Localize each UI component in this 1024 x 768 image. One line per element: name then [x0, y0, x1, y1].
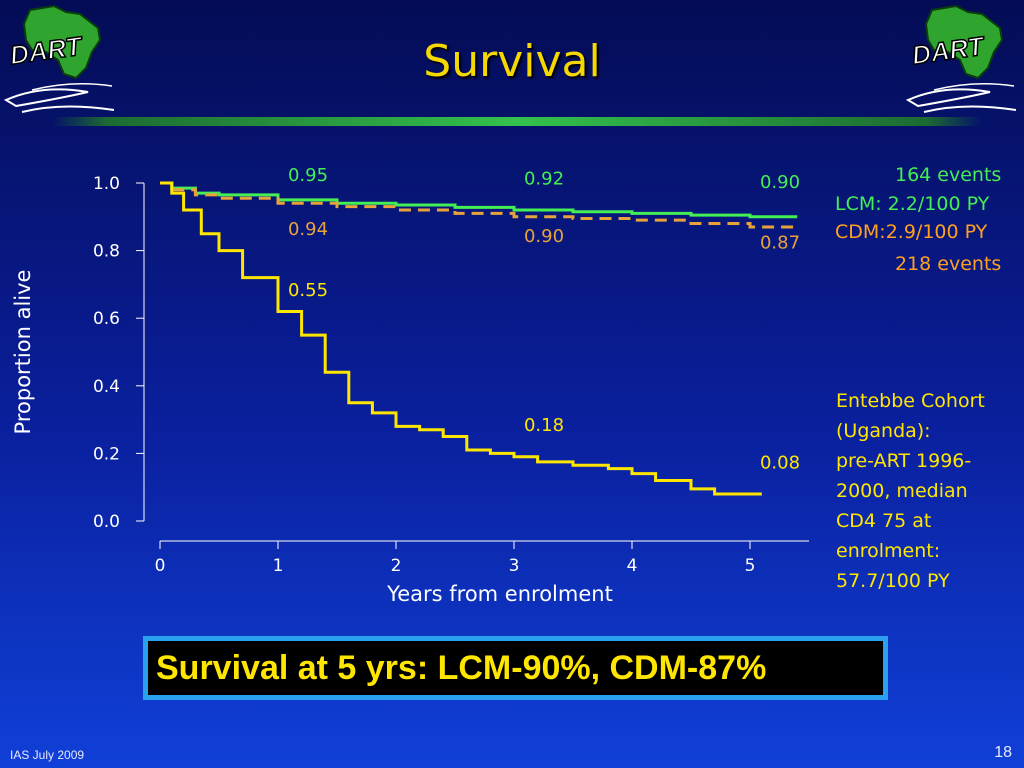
entebbe-line: pre-ART 1996-: [836, 450, 972, 472]
footer-conference: IAS July 2009: [10, 748, 85, 762]
data-label: 0.95: [288, 165, 328, 186]
data-label: 0.90: [760, 172, 800, 193]
slide-number: 18: [994, 744, 1012, 761]
data-label: 0.92: [524, 168, 564, 189]
dart-logo-left: DART: [3, 4, 115, 113]
x-tick-label: 1: [273, 556, 284, 576]
x-tick-label: 5: [745, 556, 756, 576]
x-tick-label: 3: [509, 556, 520, 576]
cdm-label: CDM:: [835, 221, 886, 243]
summary-box: Survival at 5 yrs: LCM-90%, CDM-87%: [143, 636, 888, 700]
y-tick-label: 0.4: [93, 377, 120, 397]
data-label: 0.87: [760, 233, 800, 254]
x-tick-label: 4: [627, 556, 638, 576]
title-divider: [52, 117, 982, 126]
lcm-rate: 2.2/100 PY: [887, 193, 990, 215]
cdm-stats: CDM:2.9/100 PY 218 events: [835, 218, 1001, 282]
data-label: 0.08: [760, 452, 800, 473]
africa-map-icon: [924, 4, 1004, 80]
y-tick-label: 0.0: [93, 512, 120, 532]
series-line-cdm: [160, 181, 799, 229]
entebbe-line: enrolment:: [836, 540, 941, 562]
cdm-events: 218 events: [895, 253, 1002, 275]
chart-series: [160, 181, 799, 496]
swoosh-icon: [905, 88, 991, 108]
data-label: 0.55: [288, 280, 328, 301]
entebbe-line: 57.7/100 PY: [836, 570, 950, 592]
data-label: 0.90: [524, 226, 564, 247]
y-tick-label: 0.6: [93, 309, 120, 329]
swoosh-icon: [3, 88, 89, 108]
entebbe-line: Entebbe Cohort: [836, 390, 985, 412]
x-tick-label: 2: [391, 556, 402, 576]
entebbe-note: Entebbe Cohort (Uganda): pre-ART 1996- 2…: [836, 386, 985, 596]
chart-annotations: 0.95 0.92 0.90 0.94 0.90 0.87 0.55 0.18 0.08: [288, 165, 800, 473]
cdm-rate: 2.9/100 PY: [885, 221, 988, 243]
x-tick-label: 0: [155, 556, 166, 576]
data-label: 0.18: [524, 415, 564, 436]
lcm-label: LCM:: [835, 193, 882, 215]
entebbe-line: 2000, median: [836, 480, 968, 502]
y-tick-label: 0.8: [93, 242, 120, 262]
africa-map-icon: [22, 4, 102, 80]
data-label: 0.94: [288, 219, 328, 240]
series-line-entebbe-cohort: [160, 181, 762, 496]
x-axis-title: Years from enrolment: [386, 582, 613, 606]
summary-text: Survival at 5 yrs: LCM-90%, CDM-87%: [156, 648, 767, 687]
lcm-events: 164 events: [895, 164, 1002, 186]
y-axis-title: Proportion alive: [11, 270, 35, 435]
entebbe-line: (Uganda):: [836, 420, 931, 442]
slide-title: Survival: [423, 36, 601, 87]
y-tick-label: 0.2: [93, 444, 120, 464]
y-tick-label: 1.0: [93, 174, 120, 194]
chart-axes: 0.0 0.2 0.4 0.6 0.8 1.0 0 1 2 3 4 5: [93, 174, 809, 576]
lcm-stats: 164 events LCM: 2.2/100 PY: [835, 160, 1001, 218]
series-line-lcm: [160, 181, 798, 219]
dart-logo-right: DART: [905, 4, 1017, 113]
entebbe-line: CD4 75 at: [836, 510, 932, 532]
